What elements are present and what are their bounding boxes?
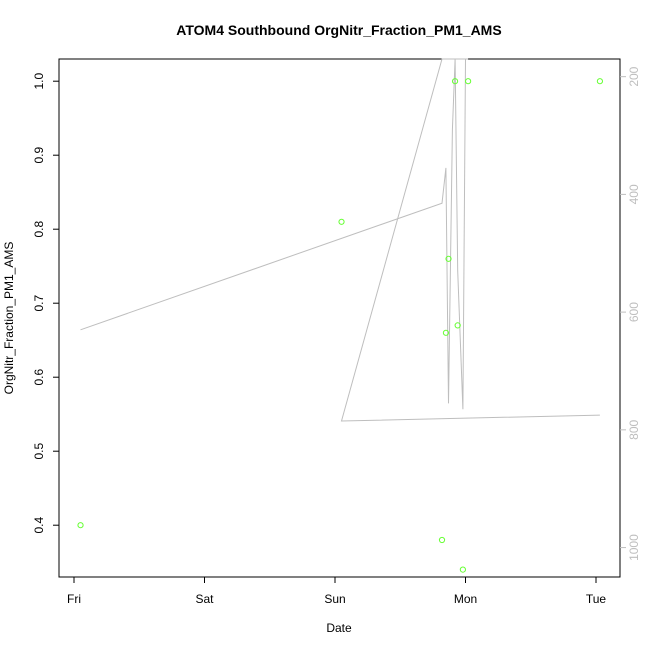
data-point [338, 218, 345, 225]
y2-tick-label: 400 [627, 184, 641, 204]
x-tick-label: Fri [67, 592, 81, 606]
data-point [77, 522, 84, 529]
data-point [459, 566, 466, 573]
y-axis: 0.4 0.5 0.6 0.7 0.8 0.9 1.0 [32, 73, 59, 534]
y2-tick-label: 600 [627, 302, 641, 322]
data-point [454, 322, 461, 329]
point-series [77, 78, 604, 573]
y-tick-label: 0.5 [32, 443, 46, 460]
y2-tick-label: 1000 [627, 534, 641, 561]
x-tick-label: Mon [454, 592, 477, 606]
y-tick-label: 0.7 [32, 295, 46, 312]
y-tick-label: 0.9 [32, 147, 46, 164]
data-point [596, 78, 604, 85]
y2-tick-label: 200 [627, 66, 641, 86]
line-series [80, 58, 600, 422]
x-tick-label: Sun [324, 592, 345, 606]
x-axis: Fri Sat Sun Mon Tue [67, 576, 607, 606]
y-tick-label: 1.0 [32, 73, 46, 90]
right-y-axis: 200 400 600 800 1000 [620, 66, 641, 561]
chart-title: ATOM4 Southbound OrgNitr_Fraction_PM1_AM… [176, 22, 501, 38]
data-point [442, 329, 450, 336]
y-axis-label: OrgNitr_Fraction_PM1_AMS [2, 242, 16, 395]
data-point [451, 78, 459, 85]
data-point [465, 78, 472, 85]
x-axis-label: Date [326, 621, 352, 635]
y-tick-label: 0.6 [32, 369, 46, 386]
x-tick-label: Tue [586, 592, 607, 606]
y-tick-label: 0.8 [32, 221, 46, 238]
data-point [438, 536, 446, 544]
x-tick-label: Sat [195, 592, 214, 606]
line-path [80, 58, 600, 422]
plot-frame [58, 58, 621, 578]
y2-tick-label: 800 [627, 420, 641, 440]
y-tick-label: 0.4 [32, 517, 46, 534]
data-point [445, 255, 452, 262]
